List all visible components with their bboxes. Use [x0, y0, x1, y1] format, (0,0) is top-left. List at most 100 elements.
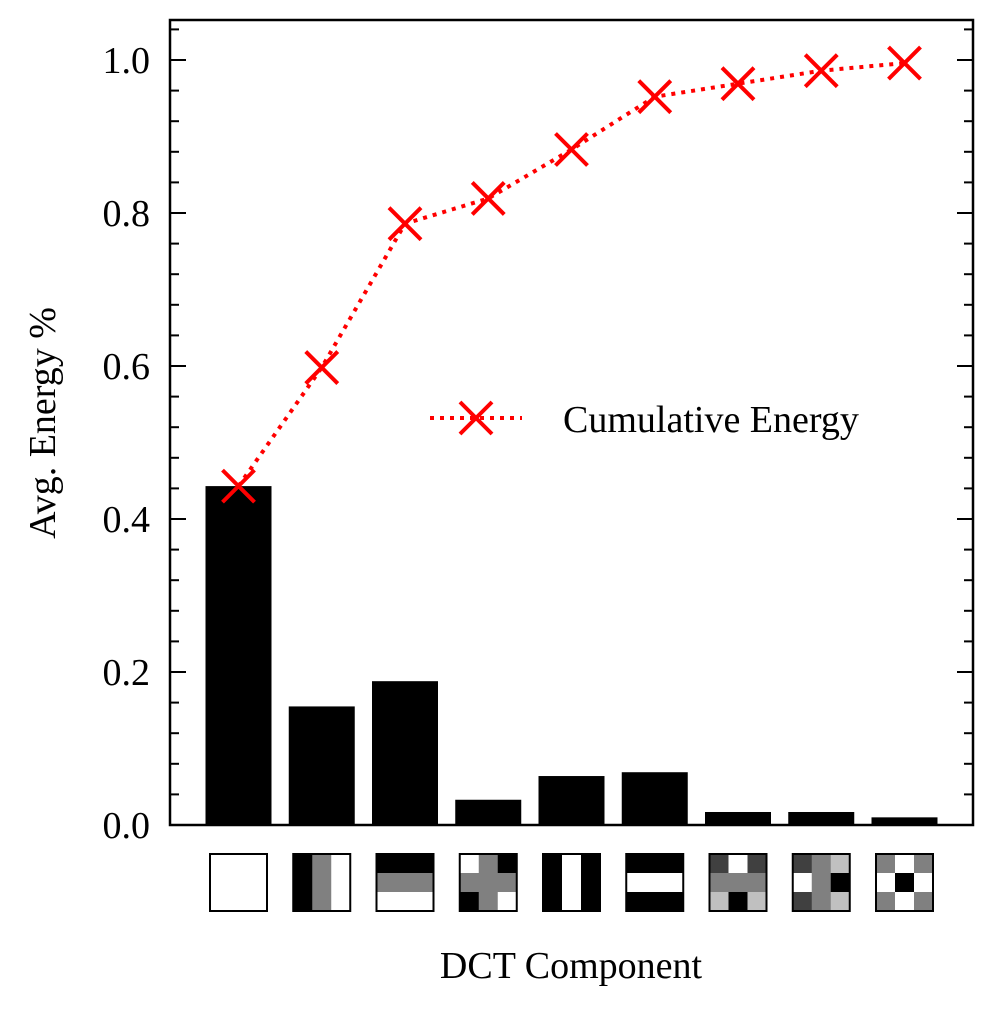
bar-series — [205, 486, 938, 825]
icon-cell — [876, 854, 896, 874]
icon-cell — [664, 873, 684, 893]
x-tick-icon-hv22 — [875, 853, 934, 912]
icon-cell — [414, 873, 434, 893]
y-tick-labels: 0.0 0.2 0.4 0.6 0.8 1.0 — [103, 40, 151, 847]
icon-cell — [543, 854, 563, 874]
icon-cell — [248, 873, 268, 893]
y-tick-label: 0.4 — [103, 499, 151, 541]
icon-cell — [376, 854, 396, 874]
icon-cell — [293, 892, 313, 912]
icon-cell — [562, 873, 582, 893]
icon-cell — [830, 873, 851, 893]
x-tick-icon-dc — [209, 853, 268, 912]
icon-cell — [895, 892, 915, 912]
icon-cell — [811, 892, 832, 912]
icon-cell — [312, 892, 332, 912]
icon-cell — [376, 892, 396, 912]
icon-border — [791, 853, 851, 912]
icon-cell — [709, 892, 729, 912]
icon-cell — [895, 873, 915, 893]
icon-cell — [747, 854, 767, 874]
icon-cell — [562, 854, 582, 874]
icon-cell — [229, 854, 249, 874]
bar-hv21 — [705, 811, 771, 825]
y-tick-label: 0.6 — [103, 346, 151, 388]
icon-cell — [414, 892, 434, 912]
icon-cell — [914, 873, 934, 893]
icon-cell — [478, 873, 499, 893]
x-tick-icon-h2 — [542, 853, 601, 912]
icon-cell — [543, 873, 563, 893]
icon-cell — [709, 873, 729, 893]
x-tick-icon-hv11 — [458, 853, 518, 912]
cumulative-point-hv21 — [720, 66, 756, 102]
icon-cell — [728, 854, 748, 874]
bar-h2 — [538, 776, 605, 825]
icon-cell — [312, 854, 332, 874]
icon-cell — [331, 854, 351, 874]
x-tick-icon-v1 — [375, 853, 435, 912]
icon-cell — [811, 873, 832, 893]
icon-cell — [293, 873, 313, 893]
cumulative-point-hv11 — [470, 181, 506, 216]
cumulative-point-v1 — [387, 206, 423, 242]
icon-cell — [497, 854, 518, 874]
icon-cell — [709, 854, 729, 874]
icon-cell — [728, 892, 748, 912]
cumulative-line-series — [221, 45, 922, 504]
icon-cell — [792, 892, 813, 912]
legend: Cumulative Energy — [430, 399, 859, 441]
cumulative-point-dc — [221, 468, 256, 504]
icon-border — [292, 853, 352, 912]
cumulative-energy-line — [236, 61, 905, 488]
axis-ticks — [170, 28, 973, 826]
icon-cell — [645, 854, 665, 874]
icon-cell — [645, 892, 665, 912]
bar-hv12 — [788, 811, 855, 825]
icon-cell — [876, 873, 896, 893]
x-tick-icon-hv21 — [708, 853, 768, 912]
icon-border — [375, 853, 435, 912]
icon-cell — [210, 892, 230, 912]
icon-cell — [664, 854, 684, 874]
icon-cell — [811, 854, 832, 874]
icon-border — [209, 853, 268, 912]
icon-cell — [581, 873, 601, 893]
icon-cell — [312, 873, 332, 893]
icon-cell — [792, 873, 813, 893]
icon-cell — [876, 892, 896, 912]
x-axis-title: DCT Component — [440, 945, 703, 987]
bar-v2 — [621, 772, 688, 825]
icon-cell — [395, 892, 415, 912]
icon-cell — [395, 854, 415, 874]
icon-cell — [562, 892, 582, 912]
icon-cell — [626, 854, 646, 874]
x-tick-icon-hv12 — [791, 853, 851, 912]
icon-cell — [497, 873, 518, 893]
x-tick-icon-h1 — [292, 853, 352, 912]
cumulative-point-h1 — [304, 350, 340, 385]
legend-x-marker — [458, 400, 494, 436]
icon-cell — [478, 892, 499, 912]
icon-cell — [895, 854, 915, 874]
y-tick-label: 1.0 — [103, 40, 151, 82]
icon-cell — [331, 892, 351, 912]
x-tick-icons — [209, 853, 934, 912]
icon-cell — [478, 854, 499, 874]
icon-cell — [229, 873, 249, 893]
cumulative-point-hv22 — [887, 45, 922, 81]
icon-cell — [728, 873, 748, 893]
icon-cell — [459, 854, 480, 874]
icon-border — [708, 853, 768, 912]
icon-cell — [497, 892, 518, 912]
cumulative-point-h2 — [554, 132, 589, 167]
bar-hv22 — [871, 817, 938, 825]
icon-cell — [747, 892, 767, 912]
icon-cell — [747, 873, 767, 893]
bar-dc — [205, 486, 272, 825]
icon-cell — [331, 873, 351, 893]
icon-cell — [376, 873, 396, 893]
icon-cell — [914, 892, 934, 912]
icon-cell — [830, 854, 851, 874]
